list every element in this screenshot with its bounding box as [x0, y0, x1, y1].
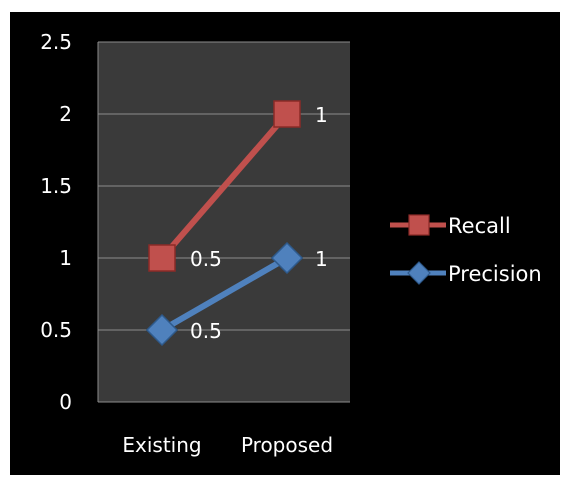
series-lines [159, 112, 290, 333]
data-label-precision: 1 [315, 247, 328, 271]
gridlines [97, 41, 350, 403]
y-tick-label: 0 [59, 390, 72, 414]
legend-marker [407, 261, 431, 285]
y-tick-label: 2 [59, 102, 72, 126]
data-point-recall [148, 244, 176, 272]
y-tick-label: 2.5 [40, 30, 72, 54]
data-point-recall [273, 100, 301, 128]
chart-frame: 0 0.5 1 1.5 2 2.5 Existing Proposed 0.5 1 0.5 1 R… [10, 12, 560, 475]
legend: Recall Precision [390, 214, 542, 286]
legend-label: Precision [448, 262, 542, 286]
x-tick-label: Proposed [241, 433, 333, 457]
legend-item-precision: Precision [390, 261, 542, 286]
data-labels: 0.5 1 0.5 1 [190, 103, 328, 343]
line-chart: 0 0.5 1 1.5 2 2.5 Existing Proposed 0.5 1 0.5 1 R… [40, 30, 542, 457]
y-tick-label: 1.5 [40, 174, 72, 198]
data-label-recall: 0.5 [190, 247, 222, 271]
data-label-recall: 1 [315, 103, 328, 127]
legend-marker [408, 214, 430, 236]
data-label-precision: 0.5 [190, 319, 222, 343]
y-tick-label: 0.5 [40, 318, 72, 342]
y-axis-ticks: 0 0.5 1 1.5 2 2.5 [40, 30, 72, 414]
series-line-recall [159, 112, 290, 260]
series-line-precision [160, 255, 289, 333]
legend-label: Recall [448, 214, 511, 238]
x-axis-ticks: Existing Proposed [122, 433, 333, 457]
data-point-precision [145, 313, 179, 347]
data-point-precision [270, 241, 304, 275]
x-tick-label: Existing [122, 433, 201, 457]
series-markers [145, 100, 304, 347]
y-tick-label: 1 [59, 246, 72, 270]
legend-item-recall: Recall [390, 214, 511, 238]
plot-area [98, 42, 350, 402]
